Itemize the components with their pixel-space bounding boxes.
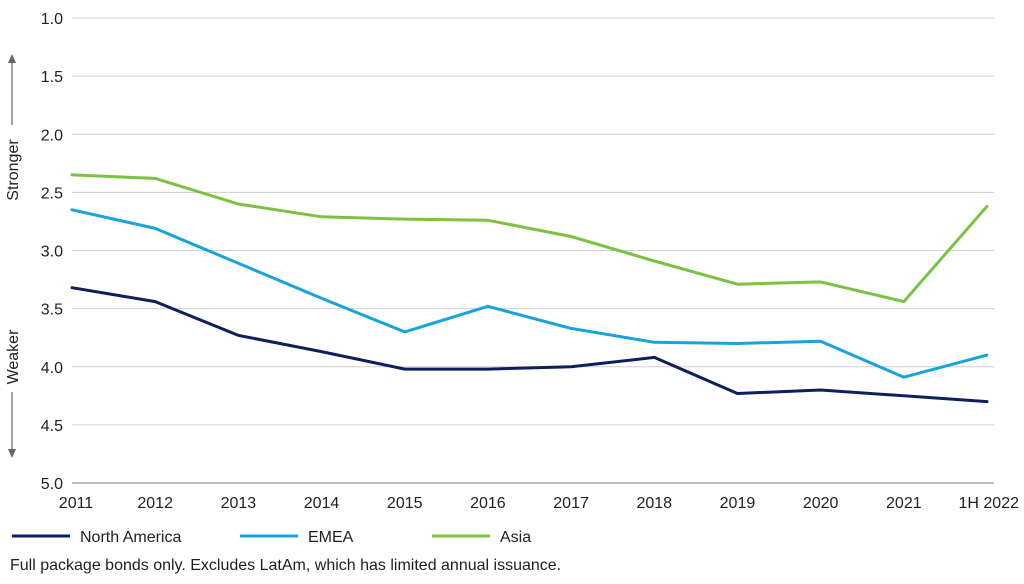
x-tick-label: 1H 2022 [959,495,1020,512]
series-line-north-america [70,286,989,404]
y-tick-label: 4.0 [41,360,63,377]
weaker-label: Weaker [5,329,22,385]
y-axis: 1.0 1.5 2.0 2.5 3.0 3.5 4.0 4.5 5.0 [41,11,63,493]
gridlines [72,17,994,484]
x-tick-label: 2012 [137,495,173,512]
x-tick-label: 2021 [886,495,922,512]
series-lines [70,173,989,404]
x-tick-label: 2020 [803,495,839,512]
legend-label-emea: EMEA [308,529,354,546]
stronger-label: Stronger [5,139,22,201]
x-tick-label: 2013 [221,495,257,512]
series-line-asia [70,173,989,304]
y-tick-label: 1.5 [41,69,63,86]
strength-annotation: Stronger Weaker [5,54,22,458]
y-tick-label: 2.5 [41,185,63,202]
x-tick-label: 2011 [59,495,94,512]
weaker-arrow-icon [8,449,16,458]
x-tick-label: 2018 [636,495,672,512]
legend-label-north-america: North America [80,529,181,546]
x-tick-label: 2015 [387,495,423,512]
y-tick-label: 3.5 [41,302,63,319]
stronger-arrow-icon [8,54,16,63]
y-tick-label: 1.0 [41,11,63,28]
legend: North America EMEA Asia [12,529,531,546]
legend-label-asia: Asia [500,529,531,546]
x-axis: 2011 2012 2013 2014 2015 2016 2017 2018 2019 2020… [59,495,1019,512]
y-tick-label: 2.0 [41,127,63,144]
footnote: Full package bonds only. Excludes LatAm,… [10,557,561,574]
y-tick-label: 3.0 [41,244,63,261]
series-line-emea [70,208,989,379]
x-tick-label: 2014 [304,495,340,512]
x-tick-label: 2016 [470,495,506,512]
y-tick-label: 5.0 [41,476,63,493]
y-tick-label: 4.5 [41,418,63,435]
x-tick-label: 2017 [553,495,589,512]
x-tick-label: 2019 [720,495,756,512]
